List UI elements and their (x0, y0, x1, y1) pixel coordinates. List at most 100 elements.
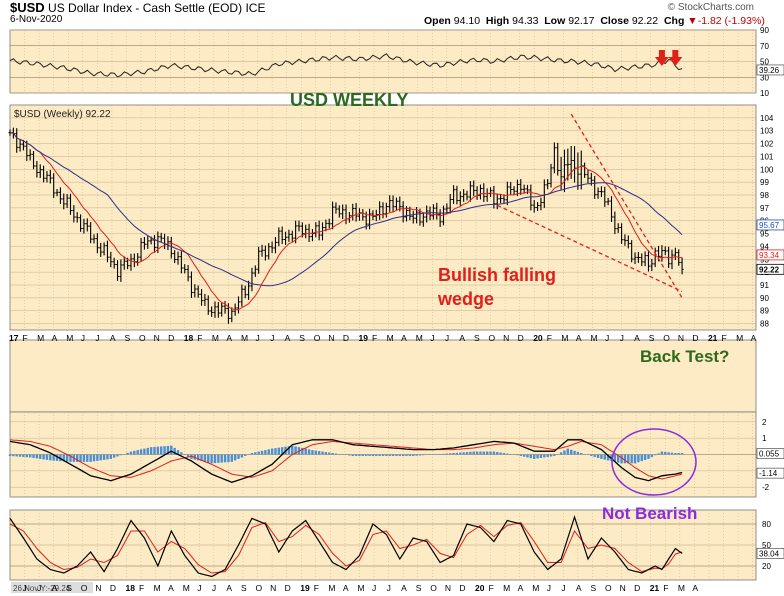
macd-histogram-bar (391, 454, 395, 456)
macd-histogram-bar (569, 449, 573, 455)
macd-histogram-bar (39, 454, 42, 459)
macd-histogram-bar (576, 451, 580, 455)
macd-histogram-bar (106, 454, 109, 460)
macd-tick-label: -2 (762, 483, 770, 492)
sto-axis-label: D (110, 583, 116, 593)
price-axis-label: M (416, 333, 423, 343)
macd-histogram-bar (664, 451, 667, 455)
macd-histogram-bar (99, 454, 102, 461)
macd-histogram-bar (264, 450, 267, 455)
macd-histogram-bar (586, 454, 590, 455)
macd-histogram-bar (378, 454, 381, 456)
macd-histogram-bar (341, 454, 344, 455)
price-tick-label: 99 (760, 178, 769, 187)
price-axis-label: A (459, 333, 465, 343)
macd-histogram-bar (442, 453, 445, 455)
macd-histogram-bar (667, 452, 670, 455)
close-label: Close (600, 15, 629, 27)
price-tick-label: 101 (760, 152, 774, 161)
macd-histogram-bar (89, 454, 92, 462)
macd-histogram-bar (590, 454, 593, 456)
macd-histogram-bar (223, 454, 227, 463)
macd-histogram-bar (317, 451, 321, 455)
macd-histogram-bar (529, 454, 533, 459)
macd-value-tag (756, 467, 784, 479)
macd-histogram-bar (291, 445, 294, 455)
price-axis-label: 21 (708, 333, 718, 343)
macd-histogram-bar (479, 451, 482, 455)
macd-histogram-bar (331, 453, 334, 455)
price-axis-label: A (226, 333, 232, 343)
price-tick-label: 95 (760, 230, 769, 239)
macd-histogram-bar (82, 454, 86, 462)
macd-histogram-bar (307, 449, 311, 455)
rsi-value-label: 39.26 (759, 66, 780, 75)
price-tick-label: 94 (760, 242, 769, 251)
sto-axis-label: D (459, 583, 465, 593)
open-label: Open (424, 15, 451, 27)
macd-histogram-bar (321, 451, 324, 455)
price-axis-label: S (299, 333, 305, 343)
price-value-tag (756, 263, 784, 275)
macd-value-label: -1.14 (759, 469, 778, 478)
price-axis-label: D (692, 333, 698, 343)
macd-histogram-bar (116, 454, 119, 457)
macd-histogram-bar (432, 454, 435, 455)
sto-axis-label: J (197, 583, 201, 593)
macd-histogram-bar (600, 454, 603, 459)
macd-histogram-bar (630, 454, 633, 464)
macd-histogram-bar (596, 454, 600, 458)
macd-histogram-bar (344, 454, 348, 455)
sto-axis-label: J (372, 583, 376, 593)
macd-histogram-bar (566, 448, 570, 455)
macd-histogram-bar (583, 454, 586, 455)
price-axis-label: M (561, 333, 568, 343)
price-tick-label: 98 (760, 191, 769, 200)
macd-histogram-bar (76, 454, 79, 462)
macd-histogram-bar (556, 454, 559, 455)
macd-histogram-bar (422, 454, 425, 456)
macd-histogram-bar (499, 452, 502, 455)
macd-histogram-bar (643, 454, 647, 461)
macd-histogram-bar (166, 445, 170, 455)
price-axis-label: O (663, 333, 670, 343)
macd-histogram-bar (526, 454, 529, 458)
macd-histogram-bar (459, 452, 462, 455)
sto-tick-label: 80 (762, 520, 771, 529)
wedge-lower-line (496, 204, 683, 293)
macd-histogram-bar (133, 450, 136, 455)
macd-histogram-bar (254, 452, 257, 455)
macd-histogram-bar (415, 454, 418, 456)
price-axis-label: N (154, 333, 160, 343)
macd-histogram-bar (25, 454, 29, 458)
price-axis-label: 18 (184, 333, 194, 343)
sto-axis-label: M (328, 583, 335, 593)
sto-axis-label: N (270, 583, 276, 593)
macd-histogram-bar (388, 454, 391, 456)
macd-histogram-bar (129, 451, 133, 455)
price-tick-label: 88 (760, 320, 769, 329)
macd-histogram-bar (395, 454, 398, 456)
price-axis-label: M (736, 333, 743, 343)
macd-histogram-bar (536, 454, 539, 459)
macd-histogram-bar (301, 447, 304, 455)
macd-histogram-bar (563, 450, 566, 455)
macd-histogram-bar (213, 454, 217, 464)
macd-tick-label: 1 (762, 434, 767, 443)
macd-histogram-bar (375, 454, 378, 456)
sto-axis-label: M (154, 583, 161, 593)
price-value-label: 93.34 (759, 251, 780, 260)
sto-axis-label: A (518, 583, 524, 593)
sto-axis-label: A (168, 583, 174, 593)
macd-histogram-bar (371, 454, 375, 456)
macd-histogram-bar (79, 454, 82, 462)
macd-histogram-bar (559, 452, 563, 455)
sto-axis-label: O (256, 583, 263, 593)
sto-axis-label: J (387, 583, 391, 593)
down-arrow-icon (668, 57, 683, 66)
macd-histogram-bar (593, 454, 596, 457)
macd-histogram-bar (435, 454, 438, 455)
high-label: High (485, 15, 510, 27)
macd-histogram-bar (287, 446, 291, 455)
price-axis-label: J (270, 333, 274, 343)
